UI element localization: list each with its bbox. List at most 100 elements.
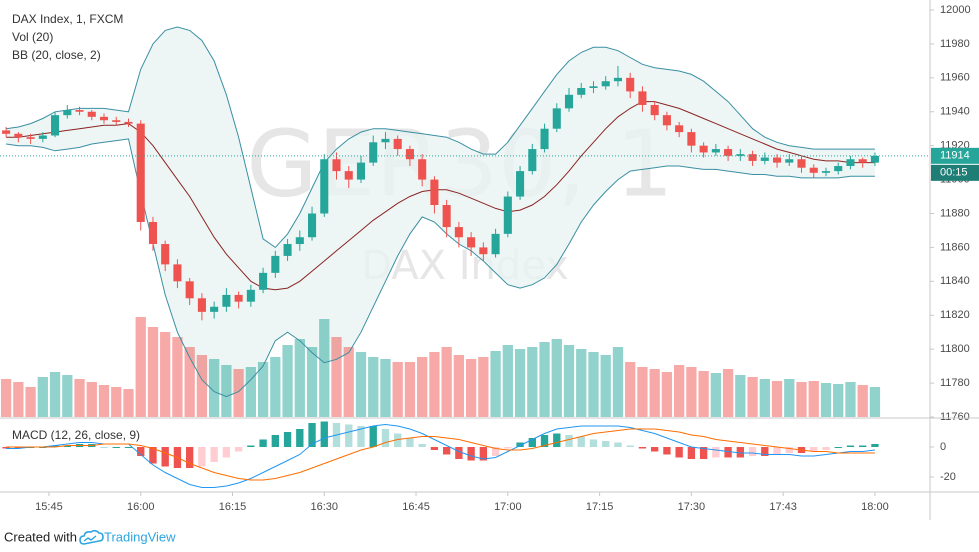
- candle-body: [662, 115, 671, 126]
- volume-bar: [796, 382, 807, 417]
- volume-bar: [13, 382, 24, 417]
- candle-body: [308, 213, 317, 238]
- macd-line: [6, 423, 875, 488]
- x-tick-label: 16:30: [311, 501, 339, 513]
- macd-histogram-bar: [724, 447, 732, 458]
- macd-histogram-bar: [161, 447, 169, 467]
- candle-body: [246, 289, 255, 302]
- y-tick-label: 11780: [940, 377, 970, 389]
- candle-body: [2, 130, 11, 134]
- candle-body: [675, 125, 684, 133]
- candle-body: [724, 149, 733, 156]
- volume-bar: [674, 365, 685, 417]
- candle-body: [809, 167, 818, 173]
- macd-histogram-bar: [736, 447, 744, 458]
- volume-bar: [808, 381, 819, 417]
- volume-bar: [37, 377, 48, 417]
- last-price-box: [931, 147, 979, 164]
- candle-body: [858, 159, 867, 163]
- volume-bar: [282, 345, 293, 417]
- candle-body: [356, 162, 366, 180]
- volume-bar: [160, 332, 171, 417]
- last-price-label: 11914: [940, 150, 970, 162]
- volume-bar: [845, 382, 856, 417]
- volume-bar: [833, 384, 844, 417]
- x-tick-label: 17:15: [586, 501, 614, 513]
- y-tick-label: 11820: [940, 309, 970, 321]
- candle-body: [148, 221, 157, 245]
- macd-histogram-bar: [63, 445, 71, 447]
- volume-bar: [661, 372, 673, 417]
- volume-bar: [465, 359, 477, 417]
- candle-body: [442, 205, 451, 228]
- macd-histogram-bar: [761, 447, 769, 456]
- macd-histogram-bar: [283, 432, 292, 447]
- candle-body: [687, 132, 696, 146]
- volume-bar: [270, 357, 281, 417]
- volume-bar: [355, 352, 367, 417]
- candle-body: [601, 81, 610, 87]
- candle-body: [271, 255, 280, 273]
- volume-bar: [404, 362, 416, 417]
- candle-body: [870, 155, 879, 163]
- bb-middle: [6, 101, 875, 291]
- macd-histogram-bar: [271, 435, 279, 447]
- macd-histogram-bar: [112, 447, 120, 448]
- x-tick-label: 18:00: [861, 501, 889, 513]
- macd-histogram-bar: [259, 439, 267, 447]
- candle-body: [577, 88, 586, 95]
- y-tick-label: 11880: [940, 207, 970, 219]
- macd-histogram-bar: [479, 447, 488, 461]
- macd-histogram-bar: [100, 447, 108, 448]
- y-tick-label: -20: [940, 471, 956, 483]
- candle-body: [405, 149, 414, 160]
- volume-bar: [441, 347, 452, 417]
- volume-bar: [245, 367, 256, 417]
- volume-bar: [380, 359, 391, 417]
- y-tick-label: 11980: [940, 38, 970, 50]
- volume-bar: [576, 349, 587, 417]
- signal-line: [6, 428, 875, 481]
- volume-bar: [343, 347, 354, 417]
- volume-bar: [331, 337, 342, 417]
- macd-histogram-bar: [565, 435, 573, 447]
- candle-body: [564, 94, 574, 109]
- volume-bar: [637, 367, 648, 417]
- volume-legend: Vol (20): [12, 30, 53, 44]
- bb-upper: [6, 26, 875, 249]
- macd-histogram-bar: [14, 447, 23, 449]
- countdown-label: 00:15: [940, 167, 968, 179]
- candle-body: [650, 104, 659, 116]
- candle-body: [821, 171, 831, 173]
- candle-body: [210, 306, 219, 312]
- macd-histogram-bar: [516, 442, 524, 447]
- footer-brand[interactable]: TradingView: [104, 529, 176, 544]
- y-tick-label: 11760: [940, 411, 970, 423]
- volume-bar: [820, 383, 832, 417]
- candle-body: [197, 298, 206, 312]
- volume-bar: [429, 352, 440, 417]
- candle-body: [748, 154, 757, 161]
- macd-histogram-bar: [381, 429, 390, 447]
- volume-bar: [135, 317, 146, 417]
- x-tick-label: 16:15: [219, 501, 247, 513]
- candle-body: [552, 108, 561, 129]
- macd-histogram-bar: [357, 426, 365, 447]
- macd-histogram-bar: [675, 447, 683, 458]
- macd-histogram-bar: [369, 426, 377, 447]
- volume-bar: [25, 387, 36, 417]
- macd-histogram-bar: [296, 429, 304, 447]
- macd-histogram-bar: [234, 447, 243, 452]
- macd-histogram-bar: [589, 439, 598, 447]
- macd-histogram-bar: [871, 444, 879, 447]
- volume-bar: [417, 357, 428, 417]
- volume-bar: [74, 379, 85, 417]
- macd-histogram-bar: [455, 447, 463, 459]
- macd-histogram-bar: [467, 447, 475, 461]
- volume-bar: [184, 347, 195, 417]
- volume-bar: [294, 339, 305, 417]
- x-tick-label: 17:00: [494, 501, 522, 513]
- x-tick-label: 17:30: [678, 501, 706, 513]
- macd-histogram-bar: [553, 433, 561, 447]
- volume-bar: [0, 379, 12, 417]
